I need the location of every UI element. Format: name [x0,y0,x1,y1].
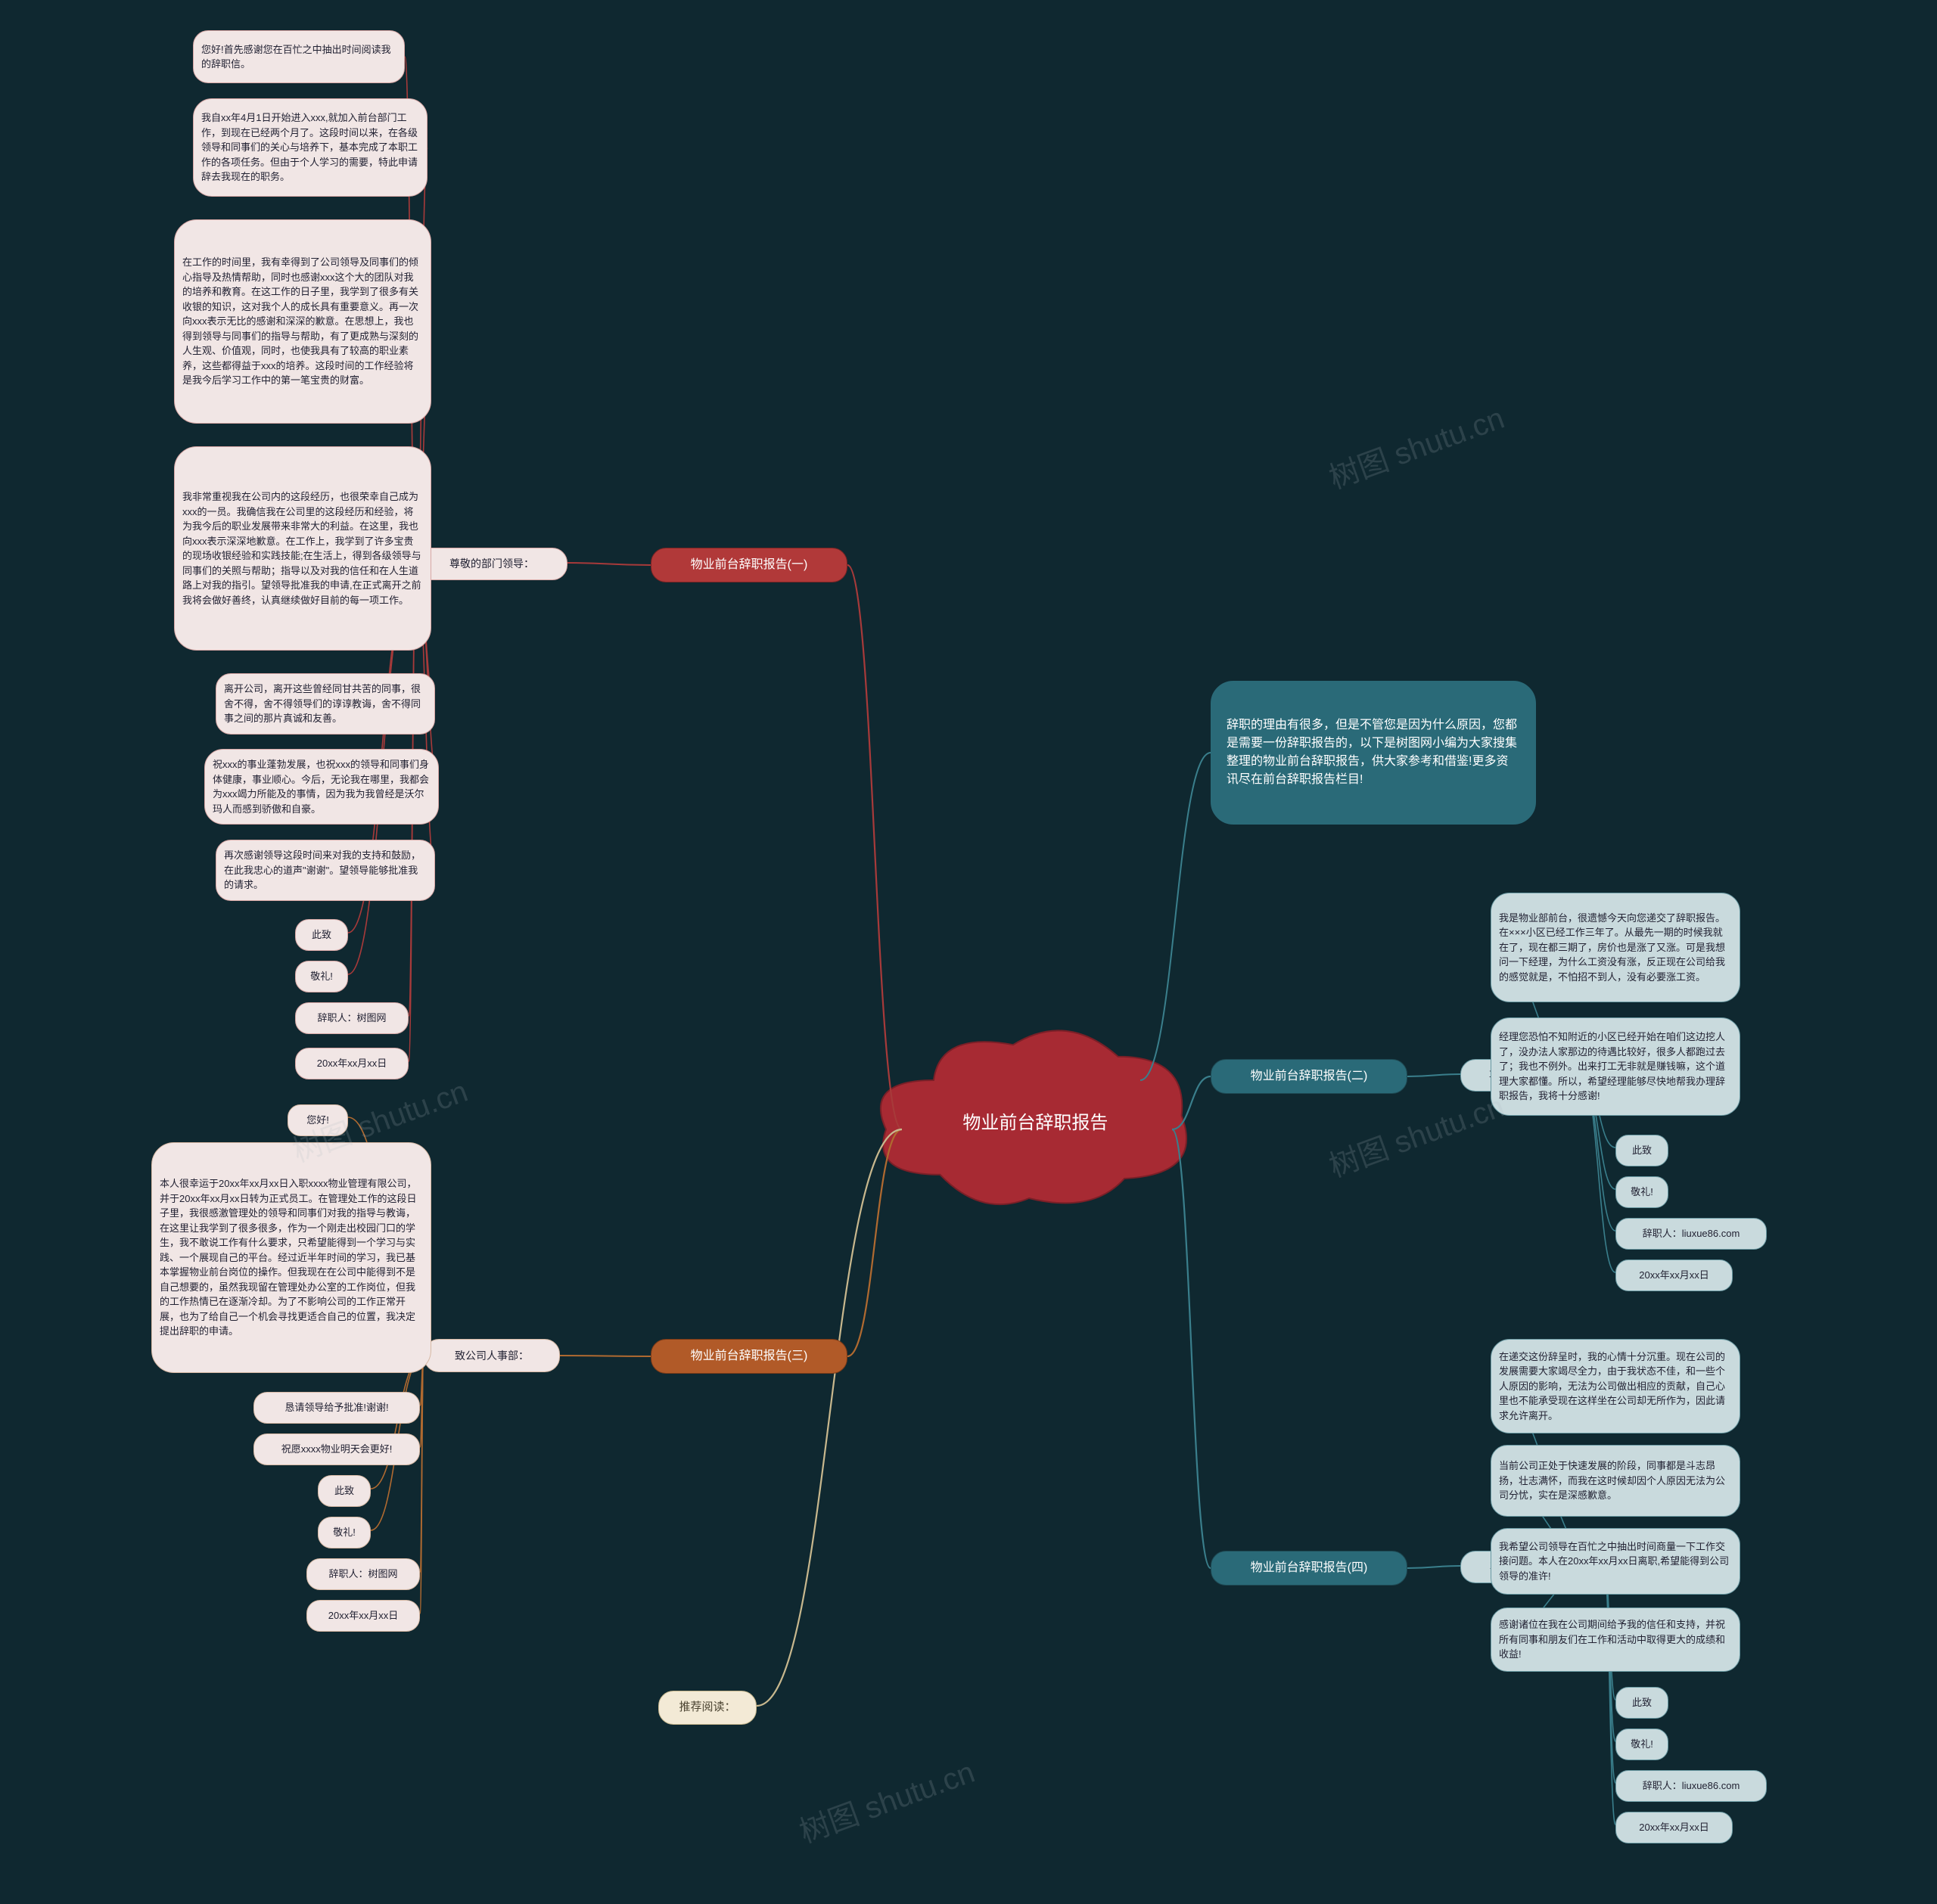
b2-leaf-2: 此致 [1615,1135,1668,1166]
b2-leaf-1-text: 经理您恐怕不知附近的小区已经开始在咱们这边挖人了，没办法人家那边的待遇比较好，很… [1499,1030,1732,1104]
watermark: 树图 shutu.cn [1322,1082,1509,1185]
b3-leaf-7: 20xx年xx月xx日 [306,1600,420,1632]
mindmap-canvas: 物业前台辞职报告 辞职的理由有很多，但是不管您是因为什么原因，您都是需要一份辞职报… [0,0,1937,1904]
b1-sub[interactable]: 尊敬的部门领导： [416,548,567,580]
b2-leaf-0: 我是物业部前台，很遗憾今天向您递交了辞职报告。在×××小区已经工作三年了。从最先… [1491,893,1740,1002]
b1-leaf-0: 您好!首先感谢您在百忙之中抽出时间阅读我的辞职信。 [193,30,405,83]
b3-leaf-3: 祝愿xxxx物业明天会更好! [253,1433,420,1465]
b2-leaf-2-text: 此致 [1632,1143,1652,1158]
b1-leaf-1: 我自xx年4月1日开始进入xxx,就加入前台部门工作，到现在已经两个月了。这段时… [193,98,428,197]
b3-title-text: 物业前台辞职报告(三) [691,1347,808,1365]
b4-leaf-6: 辞职人：liuxue86.com [1615,1770,1767,1802]
b1-sub-text: 尊敬的部门领导： [449,556,534,572]
b3-leaf-5-text: 敬礼! [333,1525,356,1540]
b3-leaf-2: 恳请领导给予批准!谢谢! [253,1392,420,1424]
b1-leaf-3: 我非常重视我在公司内的这段经历，也很荣幸自己成为xxx的一员。我确信我在公司里的… [174,446,431,651]
b2-leaf-3-text: 敬礼! [1631,1185,1653,1200]
b3-leaf-6-text: 辞职人：树图网 [328,1567,397,1582]
b3-leaf-4: 此致 [318,1475,371,1507]
b4-leaf-1: 当前公司正处于快速发展的阶段，同事都是斗志昂扬，壮志满怀，而我在这时候却因个人原… [1491,1445,1740,1517]
b1-leaf-7-text: 此致 [312,927,331,943]
b2-leaf-3: 敬礼! [1615,1176,1668,1208]
b4-leaf-2: 我希望公司领导在百忙之中抽出时间商量一下工作交接问题。本人在20xx年xx月xx… [1491,1528,1740,1595]
b3-leaf-5: 敬礼! [318,1517,371,1548]
b2-leaf-5: 20xx年xx月xx日 [1615,1259,1733,1291]
b4-leaf-0-text: 在递交这份辞呈时，我的心情十分沉重。现在公司的发展需要大家竭尽全力，由于我状态不… [1499,1350,1732,1424]
b2-leaf-5-text: 20xx年xx月xx日 [1639,1268,1708,1283]
b4-title-text: 物业前台辞职报告(四) [1251,1559,1368,1577]
b3-leaf-0: 您好! [288,1104,348,1136]
rec-title-text: 推荐阅读： [679,1699,735,1716]
b1-title-text: 物业前台辞职报告(一) [691,556,808,574]
b3-leaf-7-text: 20xx年xx月xx日 [328,1608,398,1623]
b1-leaf-9: 辞职人：树图网 [295,1002,409,1034]
root-node[interactable]: 物业前台辞职报告 [928,1110,1144,1137]
b1-leaf-0-text: 您好!首先感谢您在百忙之中抽出时间阅读我的辞职信。 [201,42,396,72]
b4-leaf-5-text: 敬礼! [1631,1737,1653,1752]
b3-leaf-0-text: 您好! [306,1113,329,1128]
b2-leaf-4: 辞职人：liuxue86.com [1615,1218,1767,1250]
b4-leaf-5: 敬礼! [1615,1729,1668,1760]
b2-leaf-1: 经理您恐怕不知附近的小区已经开始在咱们这边挖人了，没办法人家那边的待遇比较好，很… [1491,1017,1740,1116]
b4-leaf-0: 在递交这份辞呈时，我的心情十分沉重。现在公司的发展需要大家竭尽全力，由于我状态不… [1491,1339,1740,1433]
b2-leaf-4-text: 辞职人：liuxue86.com [1643,1226,1740,1241]
b1-leaf-8: 敬礼! [295,961,348,992]
b3-leaf-2-text: 恳请领导给予批准!谢谢! [284,1400,388,1415]
rec-title[interactable]: 推荐阅读： [658,1691,757,1725]
b1-leaf-6-text: 再次感谢领导这段时间来对我的支持和鼓励，在此我忠心的道声"谢谢"。望领导能够批准… [224,848,427,893]
b1-leaf-2: 在工作的时间里，我有幸得到了公司领导及同事们的倾心指导及热情帮助，同时也感谢xx… [174,219,431,424]
b3-sub-text: 致公司人事部： [455,1348,529,1364]
b4-leaf-7: 20xx年xx月xx日 [1615,1812,1733,1843]
b1-leaf-5-text: 祝xxx的事业蓬勃发展，也祝xxx的领导和同事们身体健康，事业顺心。今后，无论我… [213,757,431,816]
b4-leaf-2-text: 我希望公司领导在百忙之中抽出时间商量一下工作交接问题。本人在20xx年xx月xx… [1499,1539,1732,1584]
b1-leaf-4: 离开公司，离开这些曾经同甘共苦的同事，很舍不得，舍不得领导们的谆谆教诲，舍不得同… [216,673,435,735]
b4-leaf-4: 此致 [1615,1687,1668,1719]
b3-leaf-1-text: 本人很幸运于20xx年xx月xx日入职xxxx物业管理有限公司，并于20xx年x… [160,1176,423,1339]
b2-title[interactable]: 物业前台辞职报告(二) [1211,1059,1407,1094]
b1-leaf-4-text: 离开公司，离开这些曾经同甘共苦的同事，很舍不得，舍不得领导们的谆谆教诲，舍不得同… [224,682,427,726]
b1-leaf-3-text: 我非常重视我在公司内的这段经历，也很荣幸自己成为xxx的一员。我确信我在公司里的… [182,489,423,607]
b4-leaf-3: 感谢诸位在我在公司期间给予我的信任和支持，并祝所有同事和朋友们在工作和活动中取得… [1491,1607,1740,1672]
b1-leaf-10-text: 20xx年xx月xx日 [317,1056,387,1071]
watermark: 树图 shutu.cn [792,1747,980,1851]
b1-leaf-10: 20xx年xx月xx日 [295,1048,409,1079]
watermark: 树图 shutu.cn [1322,393,1509,497]
intro-node[interactable]: 辞职的理由有很多，但是不管您是因为什么原因，您都是需要一份辞职报告的，以下是树图… [1211,681,1536,825]
b3-title[interactable]: 物业前台辞职报告(三) [651,1339,847,1374]
b2-title-text: 物业前台辞职报告(二) [1251,1067,1368,1086]
b1-title[interactable]: 物业前台辞职报告(一) [651,548,847,582]
b3-leaf-4-text: 此致 [334,1483,354,1499]
b4-leaf-6-text: 辞职人：liuxue86.com [1643,1778,1740,1794]
b3-leaf-3-text: 祝愿xxxx物业明天会更好! [281,1442,393,1457]
b3-leaf-6: 辞职人：树图网 [306,1558,420,1590]
intro-node-text: 辞职的理由有很多，但是不管您是因为什么原因，您都是需要一份辞职报告的，以下是树图… [1227,716,1520,789]
b4-leaf-3-text: 感谢诸位在我在公司期间给予我的信任和支持，并祝所有同事和朋友们在工作和活动中取得… [1499,1617,1732,1662]
b1-leaf-1-text: 我自xx年4月1日开始进入xxx,就加入前台部门工作，到现在已经两个月了。这段时… [201,110,419,185]
b4-leaf-7-text: 20xx年xx月xx日 [1639,1820,1708,1835]
b4-leaf-4-text: 此致 [1632,1695,1652,1710]
b3-leaf-1: 本人很幸运于20xx年xx月xx日入职xxxx物业管理有限公司，并于20xx年x… [151,1142,431,1373]
b1-leaf-9-text: 辞职人：树图网 [317,1011,386,1026]
b3-sub[interactable]: 致公司人事部： [424,1339,560,1372]
b1-leaf-5: 祝xxx的事业蓬勃发展，也祝xxx的领导和同事们身体健康，事业顺心。今后，无论我… [204,749,439,825]
b4-leaf-1-text: 当前公司正处于快速发展的阶段，同事都是斗志昂扬，壮志满怀，而我在这时候却因个人原… [1499,1458,1732,1503]
b1-leaf-2-text: 在工作的时间里，我有幸得到了公司领导及同事们的倾心指导及热情帮助，同时也感谢xx… [182,255,423,388]
b2-leaf-0-text: 我是物业部前台，很遗憾今天向您递交了辞职报告。在×××小区已经工作三年了。从最先… [1499,911,1732,985]
b1-leaf-6: 再次感谢领导这段时间来对我的支持和鼓励，在此我忠心的道声"谢谢"。望领导能够批准… [216,840,435,901]
b1-leaf-7: 此致 [295,919,348,951]
b4-title[interactable]: 物业前台辞职报告(四) [1211,1551,1407,1586]
b1-leaf-8-text: 敬礼! [310,969,333,984]
root-text: 物业前台辞职报告 [962,1113,1108,1133]
